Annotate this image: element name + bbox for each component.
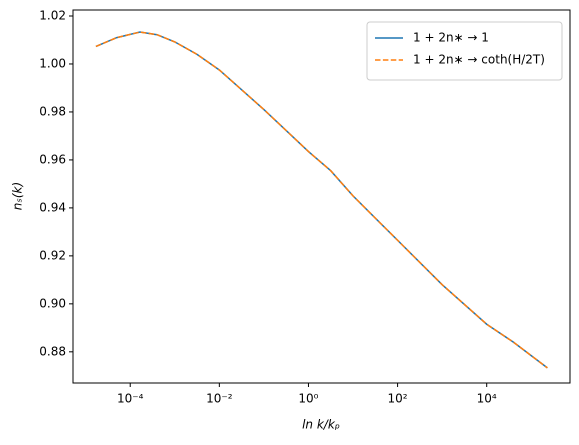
series-line [95, 31, 548, 369]
y-tick-label: 0.98 [39, 104, 66, 118]
y-tick-label: 1.00 [39, 56, 66, 70]
y-tick-label: 1.02 [39, 8, 66, 22]
legend-label: 1 + 2n∗ → coth(H/2T) [413, 53, 545, 67]
x-tick-label: 10⁻⁴ [117, 392, 144, 406]
y-tick-label: 0.88 [39, 344, 66, 358]
x-tick-label: 10² [388, 392, 408, 406]
x-tick-label: 10⁴ [477, 392, 497, 406]
y-tick-label: 0.92 [39, 248, 66, 262]
y-tick-label: 0.90 [39, 296, 66, 310]
legend-label: 1 + 2n∗ → 1 [413, 31, 489, 45]
x-tick-label: 10⁻² [206, 392, 233, 406]
axes-frame [72, 9, 571, 384]
y-tick-label: 0.94 [39, 200, 66, 214]
x-axis-label: ln k/kₚ [302, 418, 340, 432]
y-tick-label: 0.96 [39, 152, 66, 166]
x-tick-label: 10⁰ [298, 392, 318, 406]
legend-box [366, 21, 563, 81]
y-axis-label: nₛ(k) [11, 182, 25, 210]
